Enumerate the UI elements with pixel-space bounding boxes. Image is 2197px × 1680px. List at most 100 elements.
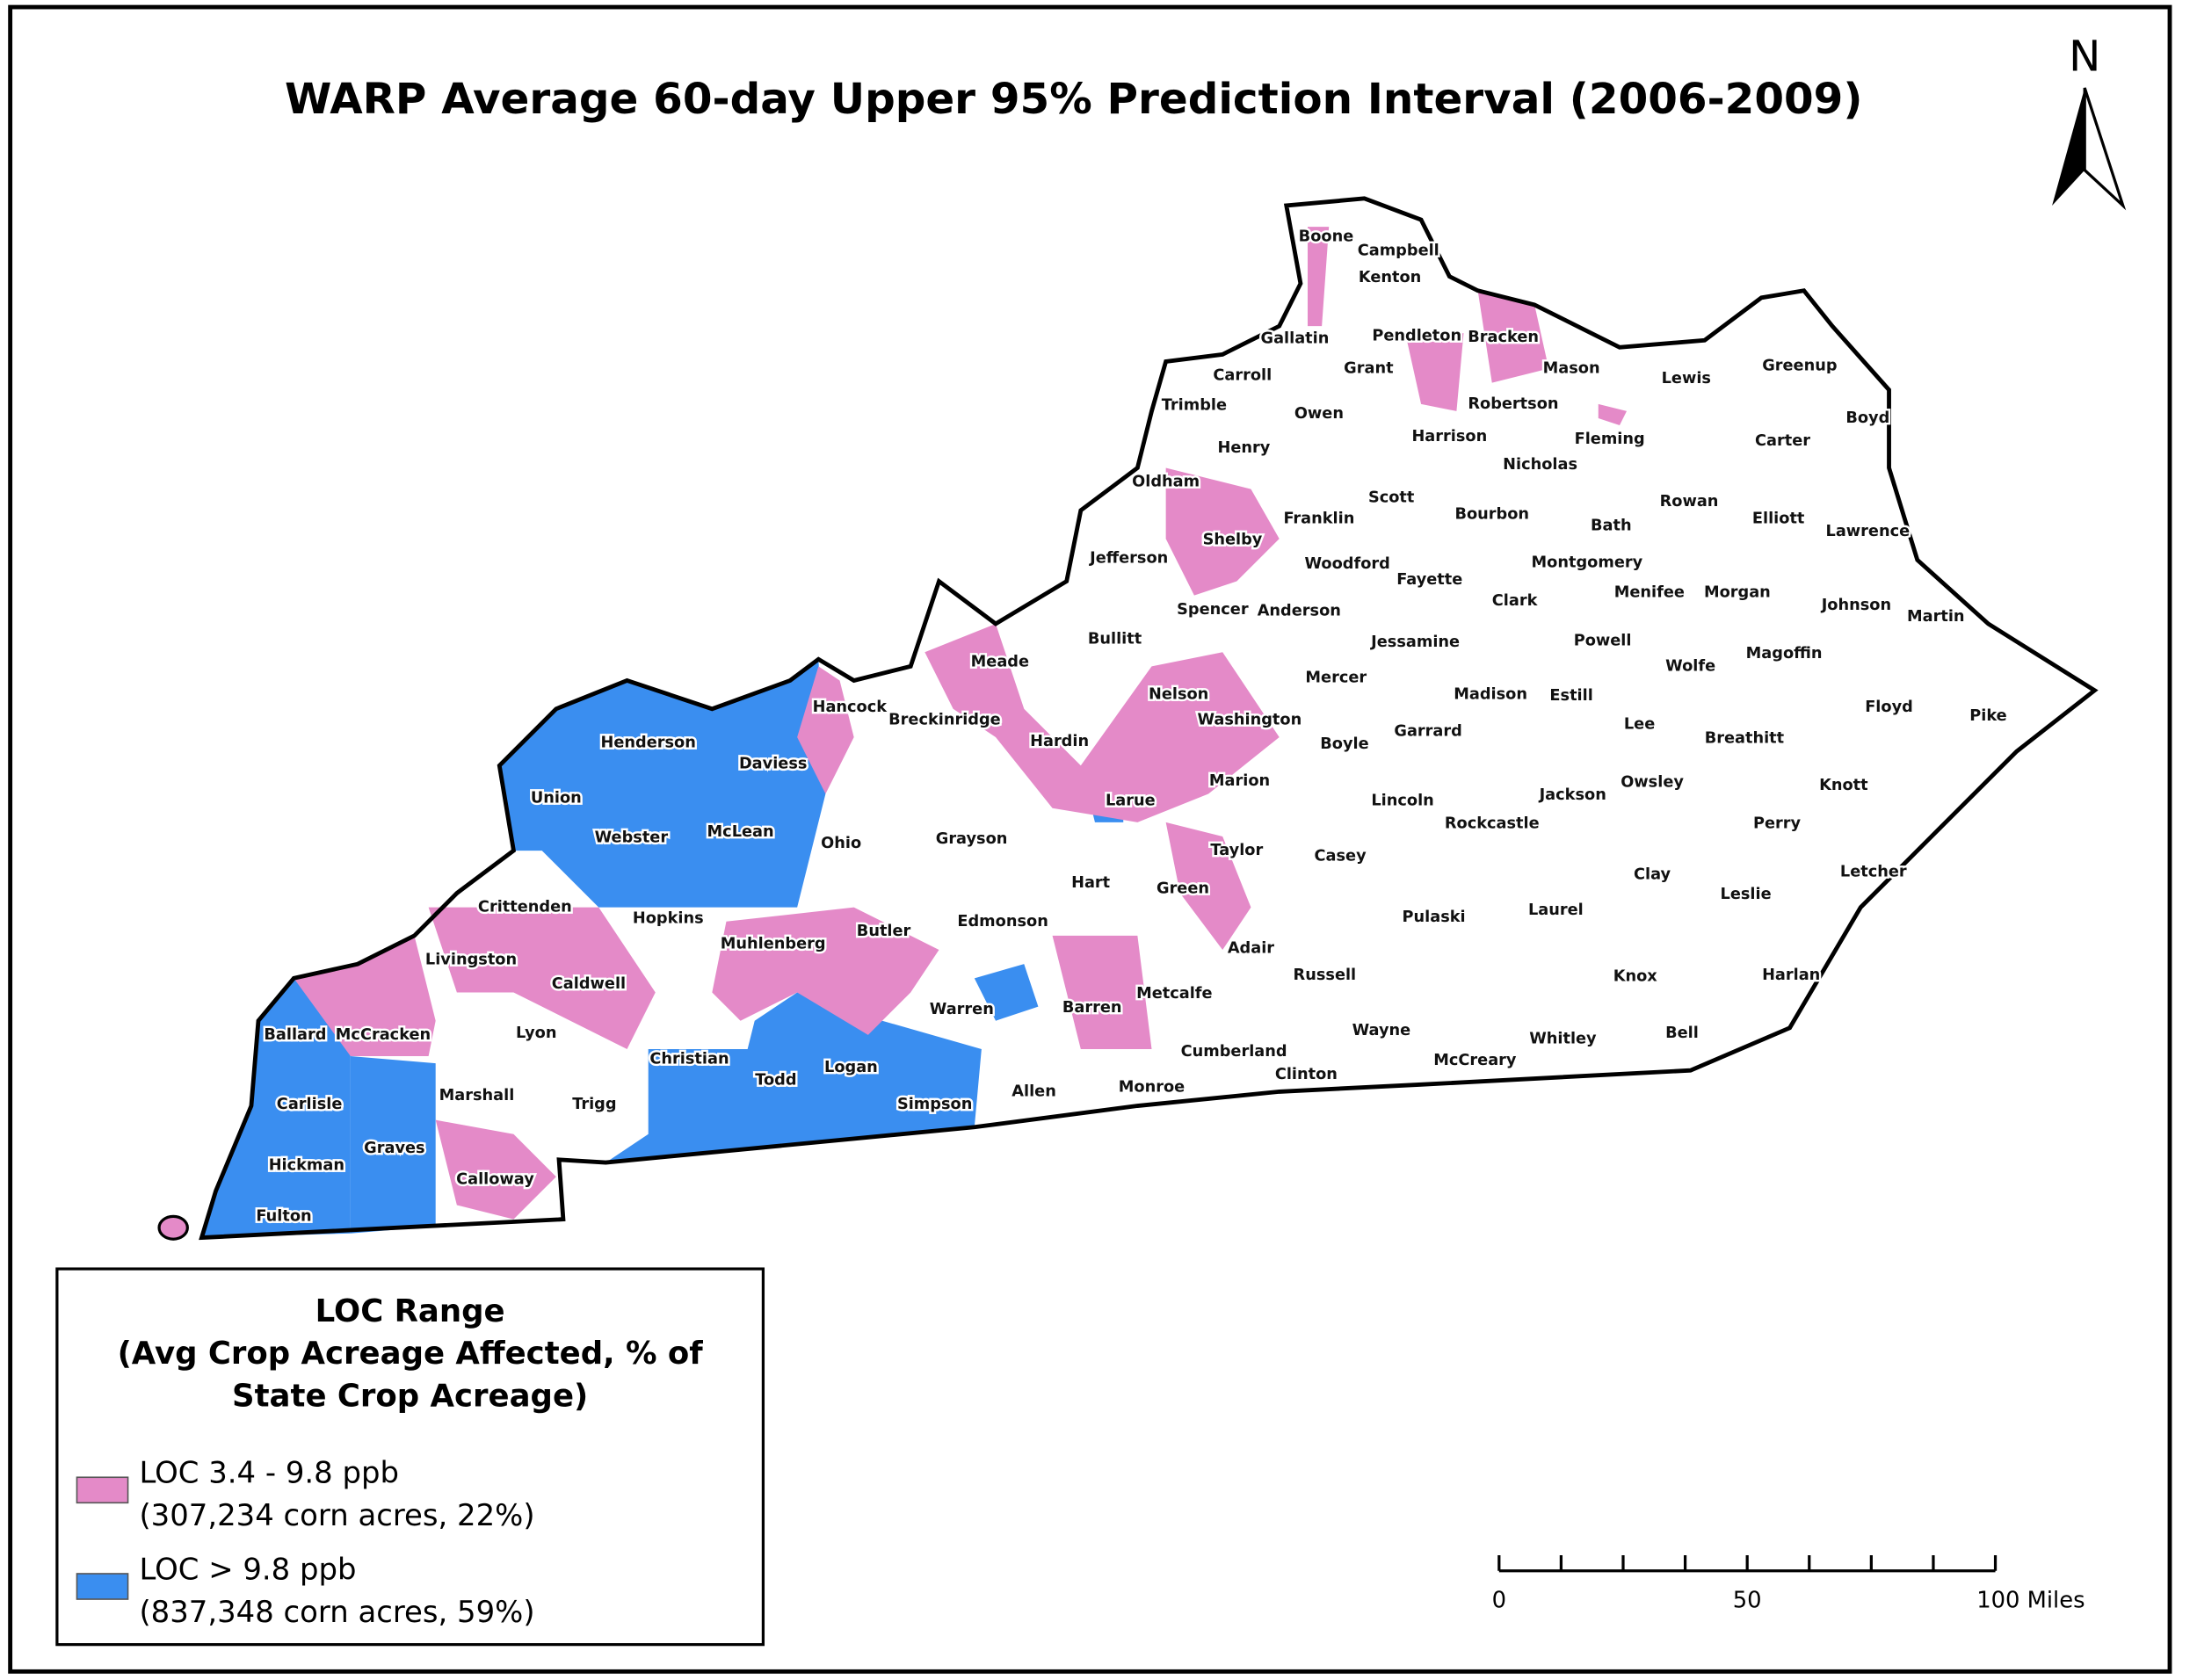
county-label: Livingston [425,951,517,968]
county-label: Boyle [1320,735,1368,753]
county-label: Ballard [264,1026,326,1044]
scale-label: 50 [1733,1588,1762,1614]
county-label: Nelson [1149,686,1208,704]
county-label: Clinton [1275,1066,1338,1083]
county-label: Fleming [1575,431,1645,448]
legend: LOC Range (Avg Crop Acreage Affected, % o… [55,1267,765,1647]
county-label: Hardin [1030,733,1089,750]
county-label: Whitley [1529,1031,1597,1048]
county-label: Hopkins [633,910,704,928]
county-label: Larue [1106,793,1156,810]
county-label: Kenton [1359,269,1421,286]
county-label: Harrison [1411,428,1487,445]
county-label: Meade [971,654,1029,671]
county-label: Pendleton [1372,327,1461,344]
risk-area [605,992,982,1163]
county-label: Caldwell [552,975,626,993]
county-label: Johnson [1821,597,1891,614]
county-label: Trimble [1162,396,1227,414]
county-label: Lee [1624,715,1655,733]
county-label: Allen [1011,1083,1056,1100]
county-label: Green [1157,880,1209,898]
county-label: Laurel [1528,902,1584,919]
county-label: Lyon [516,1025,556,1042]
county-label: Metcalfe [1136,985,1212,1003]
risk-area [350,1056,436,1234]
scale-bar: 0 50 100 Miles [1492,1555,2085,1614]
county-label: Clay [1634,866,1671,884]
county-label: Letcher [1840,863,1907,880]
county-label: Greenup [1762,357,1837,374]
county-label: Barren [1062,999,1122,1017]
county-label: Jackson [1539,786,1606,804]
county-label: Henderson [601,734,696,751]
legend-title-line: State Crop Acreage) [232,1379,588,1415]
county-label: Jessamine [1370,634,1460,651]
county-label: Crittenden [478,899,572,916]
county-label: Christian [649,1050,729,1068]
county-label: Menifee [1614,583,1685,601]
risk-area [201,978,351,1238]
county-label: Pulaski [1403,909,1466,926]
county-label: Mason [1543,360,1600,378]
county-label: Carlisle [277,1096,343,1113]
county-label: Grant [1344,360,1394,378]
county-label: Woodford [1304,555,1389,573]
risk-area [435,1119,556,1220]
county-label: Morgan [1704,583,1771,601]
county-label: Harlan [1762,967,1820,984]
arrow-right [2083,87,2127,211]
county-label: Spencer [1177,601,1249,619]
county-label: Oldham [1132,474,1200,491]
county-label: Wayne [1352,1022,1411,1039]
county-label: Bell [1665,1025,1699,1042]
county-label: Garrard [1394,723,1461,741]
county-label: Boyd [1845,409,1889,427]
county-label: Estill [1549,687,1592,705]
risk-area [712,907,939,1035]
risk-area [294,935,436,1057]
risk-area [797,666,854,794]
risk-regions [201,227,1628,1238]
county-label: Floyd [1865,699,1913,716]
risk-area [1165,822,1251,951]
county-label: Bracken [1468,329,1539,346]
county-label: Marshall [439,1087,515,1104]
county-label: Hart [1071,874,1111,892]
county-label: McLean [707,823,774,841]
county-label: Montgomery [1532,554,1643,572]
county-label: Breckinridge [888,712,1001,729]
risk-area [428,907,656,1049]
county-label: Scott [1368,489,1415,506]
county-label: Monroe [1119,1079,1185,1097]
legend-detail: (837,348 corn acres, 59%) [139,1595,534,1629]
county-label: Boone [1299,228,1354,245]
county-label: Powell [1574,632,1632,649]
county-label: Simpson [897,1096,972,1113]
county-label: Lincoln [1371,793,1433,810]
risk-area [1052,935,1152,1049]
county-label: McCracken [336,1026,431,1044]
county-label: Bourbon [1454,506,1529,524]
county-label: Gallatin [1261,330,1330,348]
county-label: Calloway [456,1170,534,1188]
county-label: Ohio [821,835,861,852]
county-label: Lewis [1662,370,1711,387]
county-label: Magoffin [1746,645,1823,663]
legend-title-line: LOC Range [315,1293,505,1329]
county-label: Hancock [813,699,888,716]
county-label: Shelby [1203,532,1263,549]
county-label: Clark [1492,592,1539,610]
county-label: Owsley [1621,774,1684,792]
county-label: Russell [1294,967,1357,984]
county-label: Fayette [1396,571,1462,589]
county-label: Logan [824,1059,878,1076]
county-label: Fulton [256,1207,311,1225]
county-label: Breathitt [1705,730,1785,748]
county-label: Lawrence [1826,523,1911,540]
county-label: Franklin [1283,511,1354,528]
county-label: Robertson [1468,395,1558,413]
county-label: Knott [1819,777,1868,794]
